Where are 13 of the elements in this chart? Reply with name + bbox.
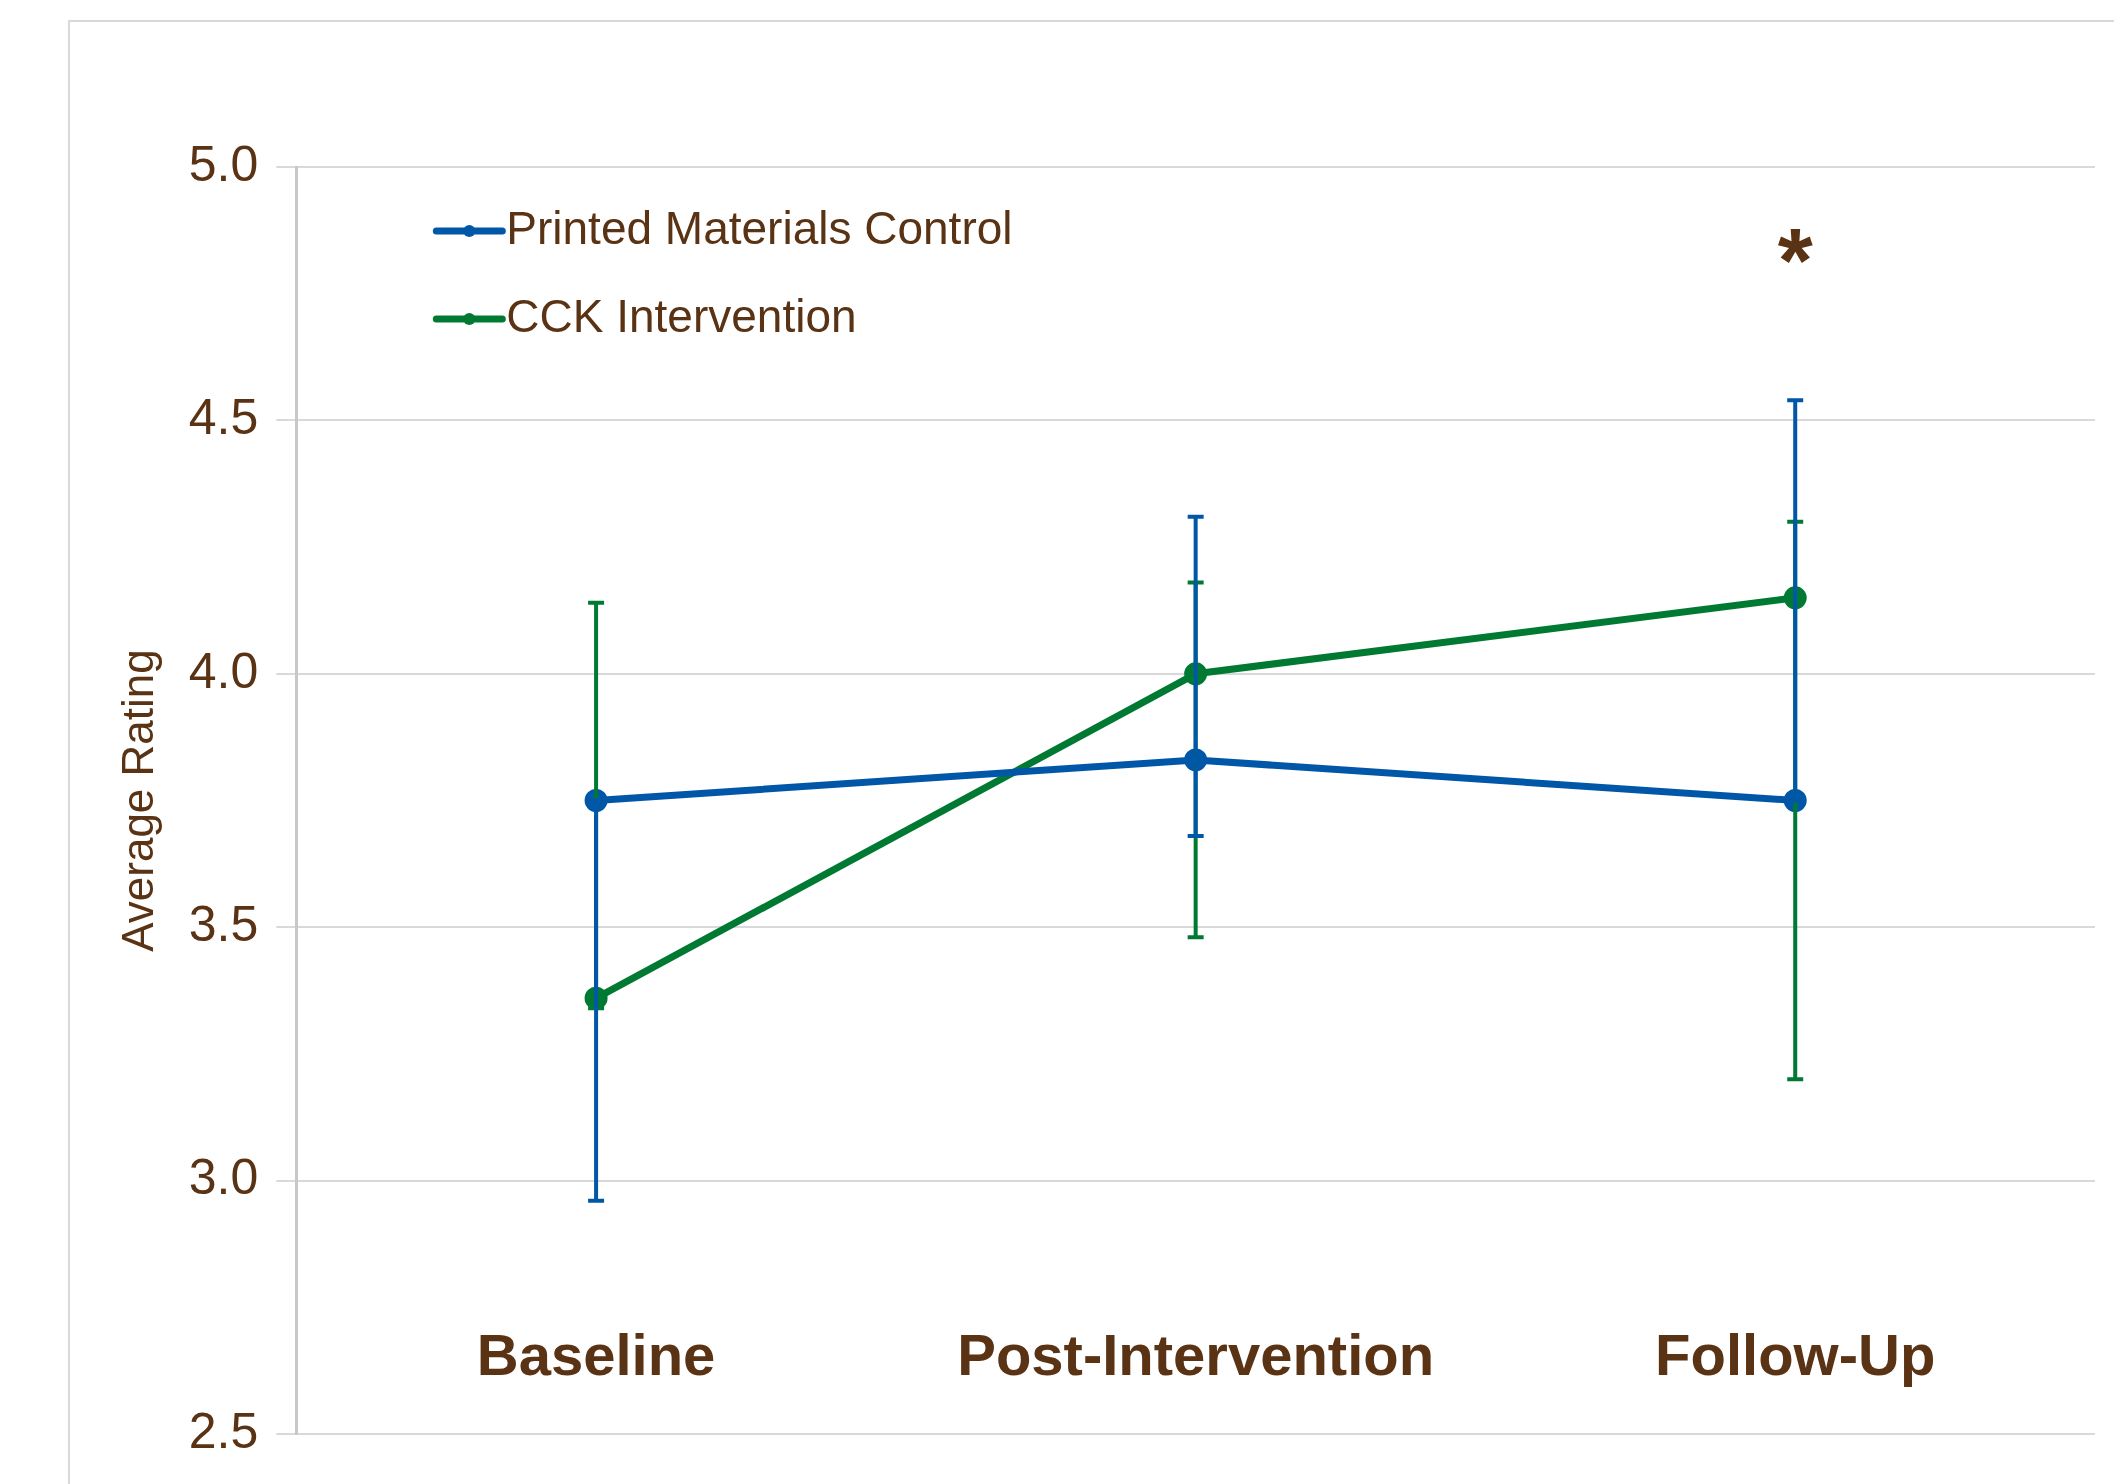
x-tick-label: Post-Intervention	[957, 1322, 1435, 1387]
legend-label: CCK Intervention	[506, 289, 857, 342]
y-tick-label: 4.5	[188, 389, 259, 446]
y-tick-label: 3.0	[188, 1149, 259, 1206]
y-tick-label: 2.5	[188, 1402, 259, 1459]
y-tick-label: 5.0	[188, 135, 259, 192]
y-axis-title: Average Rating	[112, 649, 162, 952]
y-tick-label: 3.5	[188, 895, 259, 952]
legend-label: Printed Materials Control	[506, 201, 1013, 254]
annotation: *	[1777, 210, 1813, 311]
x-tick-label: Baseline	[476, 1322, 716, 1387]
y-tick-label: 4.0	[188, 642, 259, 699]
x-tick-label: Follow-Up	[1655, 1322, 1936, 1387]
